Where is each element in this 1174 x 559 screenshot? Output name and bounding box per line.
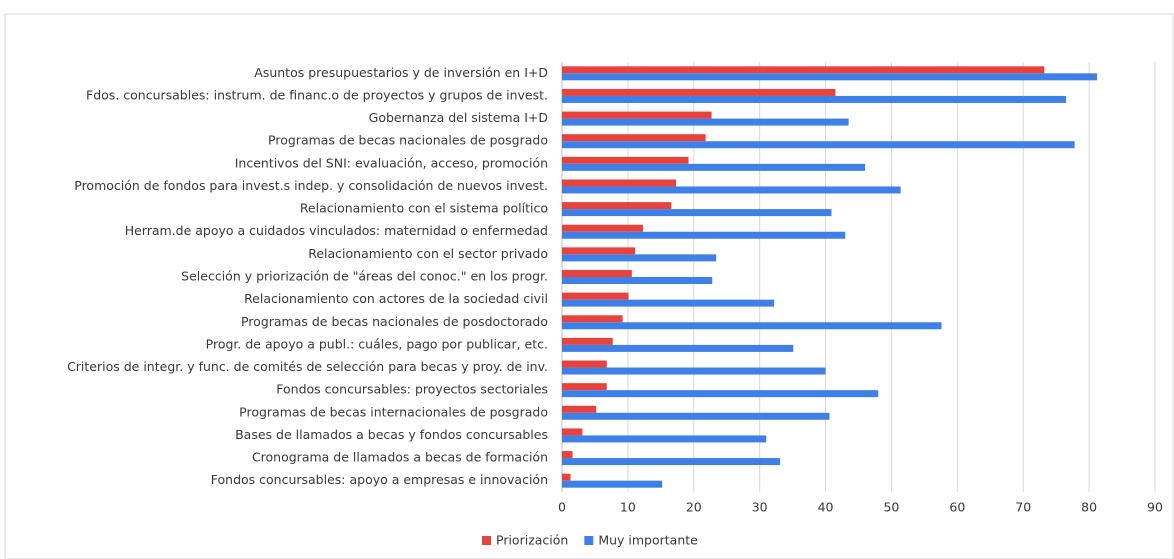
x-tick-label: 20	[686, 500, 702, 515]
legend-label: Muy importante	[598, 533, 698, 548]
x-tick-label: 30	[752, 500, 768, 515]
bar	[562, 458, 781, 466]
bar	[562, 299, 775, 307]
bar	[562, 202, 672, 210]
bar	[562, 88, 836, 96]
y-tick-label: Bases de llamados a becas y fondos concu…	[235, 427, 548, 442]
chart-border	[4, 13, 1174, 559]
x-tick-label: 40	[818, 500, 834, 515]
y-tick-label: Progr. de apoyo a publ.: cuáles, pago po…	[206, 336, 548, 351]
bar	[562, 118, 849, 126]
y-tick-label: Fdos. concursables: instrum. de financ.o…	[86, 87, 548, 102]
bar	[562, 473, 571, 481]
bar	[562, 405, 597, 413]
bar	[562, 390, 879, 398]
bar	[562, 315, 623, 323]
bar	[562, 156, 689, 164]
bar	[562, 224, 644, 232]
bar	[562, 277, 713, 284]
y-tick-label: Gobernanza del sistema I+D	[369, 110, 548, 125]
y-tick-label: Relacionamiento con el sistema político	[300, 201, 548, 216]
y-tick-label: Relacionamiento con el sector privado	[308, 246, 548, 261]
bar	[562, 179, 676, 187]
y-tick-label: Criterios de integr. y func. de comités …	[67, 359, 548, 374]
legend-label: Priorización	[496, 533, 568, 548]
x-tick-label: 70	[1015, 500, 1031, 515]
x-tick-label: 90	[1147, 500, 1163, 515]
y-tick-label: Promoción de fondos para invest.s indep.…	[74, 178, 548, 193]
y-tick-label: Asuntos presupuestarios y de inversión e…	[254, 65, 548, 80]
y-tick-label: Relacionamiento con actores de la socied…	[244, 291, 548, 306]
y-tick-label: Programas de becas internacionales de po…	[239, 404, 548, 419]
x-tick-label: 80	[1081, 500, 1097, 515]
bar	[562, 360, 607, 368]
bar	[562, 209, 832, 217]
bar	[562, 337, 613, 345]
bar	[562, 141, 1075, 149]
legend-swatch	[482, 536, 491, 545]
y-tick-label: Incentivos del SNI: evaluación, acceso, …	[235, 155, 548, 170]
y-tick-label: Programas de becas nacionales de posgrad…	[268, 133, 548, 148]
bar	[562, 344, 794, 352]
x-tick-label: 60	[949, 500, 965, 515]
y-tick-label: Fondos concursables: apoyo a empresas e …	[211, 472, 548, 487]
x-tick-label: 0	[558, 500, 566, 515]
bar	[562, 95, 1067, 103]
y-tick-label: Cronograma de llamados a becas de formac…	[252, 450, 548, 465]
bar	[562, 73, 1098, 81]
bar	[562, 367, 826, 375]
bar	[562, 322, 942, 330]
bar	[562, 186, 901, 194]
bar	[562, 231, 846, 239]
bar	[562, 270, 632, 277]
bar	[562, 247, 636, 255]
bar	[562, 451, 573, 459]
y-tick-label: Selección y priorización de "áreas del c…	[181, 269, 548, 284]
bar	[562, 134, 706, 142]
bar	[562, 428, 583, 436]
bar	[562, 254, 717, 262]
bar	[562, 111, 712, 119]
legend-swatch	[584, 536, 594, 545]
x-tick-label: 10	[620, 500, 636, 515]
y-tick-label: Fondos concursables: proyectos sectorial…	[276, 382, 548, 397]
bar	[562, 292, 629, 300]
bar	[562, 66, 1045, 74]
bar	[562, 480, 663, 488]
y-tick-label: Programas de becas nacionales de posdoct…	[241, 314, 548, 329]
bar	[562, 412, 830, 420]
x-tick-label: 50	[883, 500, 899, 515]
y-tick-label: Herram.de apoyo a cuidados vinculados: m…	[125, 223, 548, 238]
bar	[562, 383, 607, 391]
bar	[562, 163, 866, 171]
bar	[562, 435, 767, 443]
